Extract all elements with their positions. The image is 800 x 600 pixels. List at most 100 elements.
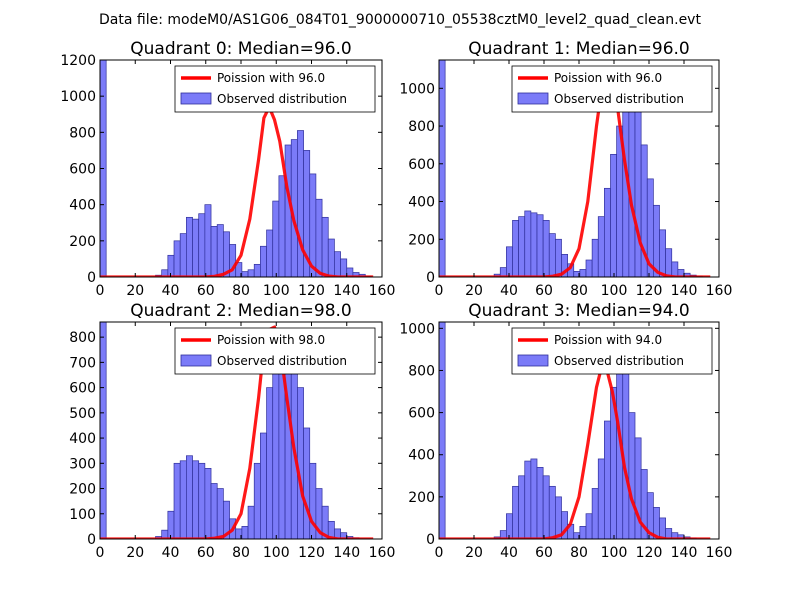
- histogram-bar: [266, 229, 274, 277]
- histogram-bar: [241, 271, 249, 277]
- x-tick-label: 80: [232, 545, 250, 561]
- y-tick-label: 400: [408, 195, 435, 211]
- x-tick-label: 0: [435, 283, 444, 299]
- x-tick-label: 100: [601, 283, 628, 299]
- histogram-bar: [628, 412, 636, 539]
- histogram-bar: [247, 269, 255, 277]
- histogram-bar: [186, 216, 193, 277]
- y-tick-label: 600: [408, 406, 435, 422]
- histogram-bar: [604, 420, 611, 539]
- x-tick-label: 120: [636, 283, 663, 299]
- x-tick-label: 120: [298, 283, 325, 299]
- histogram-bar: [186, 455, 193, 539]
- histogram-bar: [278, 175, 286, 277]
- y-tick-label: 200: [408, 490, 435, 506]
- histogram-bar: [100, 322, 107, 539]
- legend-box: [511, 65, 713, 113]
- legend-hist-swatch: [517, 354, 549, 367]
- histogram-bar: [634, 106, 642, 277]
- y-tick-label: 400: [69, 198, 96, 214]
- histogram-bar: [179, 460, 187, 539]
- quadrant-title: Quadrant 1: Median=96.0: [468, 39, 690, 59]
- x-tick-label: 20: [465, 283, 483, 299]
- legend-hist-swatch: [180, 92, 212, 105]
- histogram-bar: [334, 251, 341, 277]
- histogram-bar: [198, 213, 206, 277]
- y-tick-label: 200: [69, 234, 96, 250]
- histogram-bar: [506, 246, 513, 277]
- histogram-bar: [192, 460, 200, 539]
- histogram-bar: [536, 214, 544, 277]
- histogram-bar: [591, 238, 599, 277]
- x-tick-label: 20: [126, 545, 144, 561]
- y-tick-label: 0: [87, 532, 96, 548]
- y-tick-label: 0: [426, 532, 435, 548]
- legend-hist-swatch: [517, 92, 549, 105]
- histogram-bar: [253, 462, 261, 539]
- histogram-bar: [518, 216, 526, 277]
- histogram-bar: [579, 269, 587, 277]
- x-tick-label: 60: [197, 283, 215, 299]
- x-tick-label: 140: [671, 283, 698, 299]
- y-tick-label: 300: [69, 456, 96, 472]
- x-tick-label: 140: [333, 283, 360, 299]
- legend-hist-label: Observed distribution: [217, 92, 347, 106]
- histogram-bar: [530, 458, 538, 539]
- histogram-bar: [536, 467, 544, 539]
- x-tick-label: 80: [570, 283, 588, 299]
- x-tick-label: 60: [535, 283, 553, 299]
- y-tick-label: 600: [408, 157, 435, 173]
- legend-hist-label: Observed distribution: [554, 354, 684, 368]
- x-tick-label: 20: [126, 283, 144, 299]
- quadrant-1-plot: 0 20 40 60 80 100 120 140 160 0 200 400 600 800 1000 Qu…: [399, 39, 732, 299]
- x-tick-label: 100: [263, 283, 290, 299]
- legend-line-label: Poission with 96.0: [217, 71, 325, 85]
- histogram-bar: [659, 517, 666, 539]
- x-tick-label: 120: [298, 545, 325, 561]
- y-tick-label: 0: [87, 270, 96, 286]
- histogram-bar: [665, 248, 673, 277]
- histogram-bar: [260, 245, 267, 277]
- figure-suptitle: Data file: modeM0/AS1G06_084T01_90000007…: [99, 12, 701, 28]
- legend: Poission with 94.0 Observed distribution: [511, 327, 713, 375]
- x-tick-label: 80: [232, 283, 250, 299]
- histogram-bar: [524, 210, 532, 277]
- legend-line-label: Poission with 94.0: [554, 333, 662, 347]
- x-tick-label: 140: [333, 545, 360, 561]
- histogram-bar: [524, 460, 532, 539]
- y-tick-label: 800: [408, 119, 435, 135]
- legend-line-label: Poission with 96.0: [554, 71, 662, 85]
- histogram-bar: [216, 488, 224, 539]
- x-tick-label: 160: [369, 283, 396, 299]
- x-tick-label: 40: [162, 545, 180, 561]
- histogram-bar: [210, 483, 218, 539]
- legend: Poission with 96.0 Observed distribution: [511, 65, 713, 113]
- histogram-bar: [297, 387, 304, 539]
- poisson-curve: [439, 364, 711, 539]
- histogram-bar: [260, 432, 267, 539]
- y-tick-label: 200: [408, 232, 435, 248]
- histogram-bar: [671, 261, 679, 277]
- histogram-bar: [659, 229, 666, 277]
- histogram-bar: [548, 233, 556, 277]
- poisson-curve: [100, 105, 374, 277]
- x-tick-label: 0: [96, 283, 105, 299]
- x-tick-label: 0: [96, 545, 105, 561]
- histogram-bar: [610, 153, 617, 277]
- y-tick-label: 0: [426, 270, 435, 286]
- histogram-bar: [585, 513, 593, 539]
- quadrant-title: Quadrant 2: Median=98.0: [130, 301, 352, 321]
- histogram-bar: [591, 488, 599, 539]
- x-tick-label: 40: [162, 283, 180, 299]
- x-tick-label: 100: [263, 545, 290, 561]
- histogram-bar: [555, 238, 562, 277]
- quadrant-2-plot: 0 20 40 60 80 100 120 140 160 0 100 200 300 400 500 600…: [69, 301, 395, 561]
- x-tick-label: 80: [570, 545, 588, 561]
- x-tick-label: 120: [636, 545, 663, 561]
- histogram-bar: [439, 322, 446, 539]
- histogram-bar: [303, 427, 311, 539]
- y-tick-label: 1000: [399, 321, 435, 337]
- histogram-bar: [210, 226, 218, 277]
- histogram-bar: [173, 240, 181, 277]
